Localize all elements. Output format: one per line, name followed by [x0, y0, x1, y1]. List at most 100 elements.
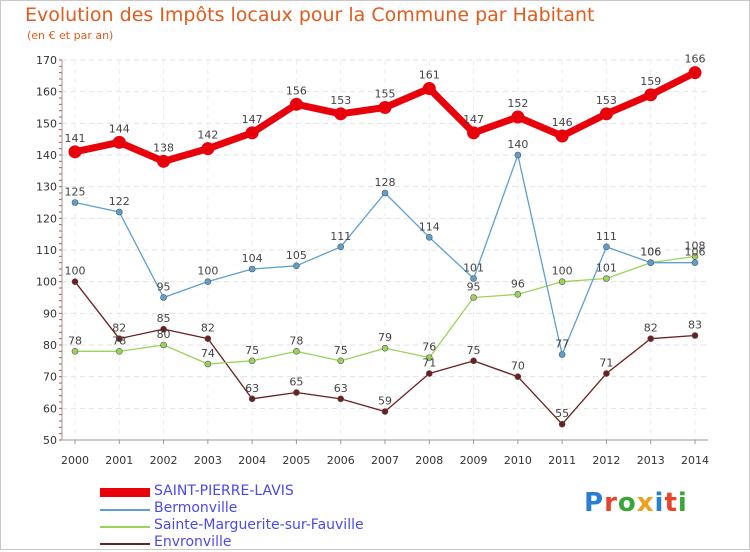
data-label: 106 — [685, 246, 706, 259]
x-tick-label: 2010 — [504, 454, 532, 467]
logo-letter: r — [604, 488, 618, 518]
data-point — [599, 107, 613, 121]
data-label: 108 — [685, 239, 706, 252]
data-label: 153 — [330, 94, 351, 107]
data-point — [68, 145, 82, 159]
y-tick-label: 70 — [43, 371, 57, 384]
data-point — [558, 420, 566, 428]
data-point — [378, 101, 392, 114]
data-point — [248, 357, 256, 365]
data-label: 101 — [596, 262, 617, 275]
x-tick-label: 2009 — [460, 454, 488, 467]
data-label: 79 — [378, 331, 392, 344]
data-point — [204, 335, 212, 342]
data-label: 100 — [197, 265, 218, 278]
data-point — [115, 208, 123, 216]
data-point — [204, 278, 212, 285]
logo-letter: x — [636, 488, 655, 518]
data-label: 100 — [65, 265, 86, 278]
data-point — [603, 370, 610, 377]
legend-label: Envronville — [154, 534, 232, 550]
data-label: 125 — [65, 186, 86, 199]
y-tick-label: 170 — [36, 54, 57, 67]
data-point — [337, 395, 345, 403]
data-point — [381, 408, 389, 415]
data-point — [647, 259, 655, 266]
legend-label: Bermonville — [154, 500, 238, 516]
data-point — [160, 294, 167, 301]
y-tick-label: 140 — [36, 149, 57, 162]
data-label: 85 — [157, 312, 171, 325]
legend-swatch — [100, 509, 150, 511]
logo-letter: P — [584, 488, 605, 518]
data-label: 78 — [289, 334, 303, 347]
data-label: 74 — [201, 347, 215, 360]
data-point — [112, 135, 126, 149]
data-label: 95 — [467, 281, 481, 294]
y-tick-label: 150 — [36, 117, 57, 130]
data-label: 144 — [109, 122, 130, 135]
data-point — [691, 253, 699, 260]
x-tick-label: 2006 — [327, 454, 355, 467]
x-tick-label: 2000 — [61, 454, 89, 467]
data-label: 147 — [463, 113, 484, 126]
data-label: 95 — [157, 281, 171, 294]
data-label: 141 — [65, 132, 86, 145]
data-label: 96 — [511, 277, 525, 290]
data-label: 55 — [555, 407, 569, 420]
data-point — [470, 275, 477, 282]
data-point — [71, 199, 79, 206]
y-tick-label: 60 — [43, 402, 57, 415]
data-point — [425, 370, 433, 377]
x-tick-label: 2008 — [415, 454, 443, 467]
data-point — [71, 348, 79, 355]
data-label: 142 — [197, 129, 218, 142]
data-point — [691, 259, 699, 266]
x-tick-label: 2004 — [238, 454, 266, 467]
data-label: 71 — [422, 357, 436, 370]
data-label: 77 — [555, 338, 569, 351]
data-point — [71, 278, 79, 285]
data-label: 65 — [289, 376, 303, 389]
data-label: 159 — [640, 75, 661, 88]
data-label: 100 — [552, 265, 573, 278]
y-tick-label: 80 — [43, 339, 57, 352]
data-label: 75 — [467, 344, 481, 357]
data-label: 114 — [419, 220, 440, 233]
data-point — [293, 348, 300, 355]
data-point — [248, 265, 256, 273]
data-label: 146 — [552, 116, 573, 129]
x-tick-label: 2013 — [637, 454, 665, 467]
data-point — [245, 126, 259, 140]
x-tick-label: 2005 — [282, 454, 310, 467]
data-label: 82 — [644, 322, 658, 335]
data-point — [558, 351, 566, 358]
x-tick-label: 2001 — [105, 454, 133, 467]
data-label: 152 — [507, 97, 528, 110]
data-label: 82 — [201, 322, 215, 335]
data-label: 70 — [511, 360, 525, 373]
data-point — [425, 234, 433, 241]
data-label: 101 — [463, 262, 484, 275]
chart-title: Evolution des Impôts locaux pour la Comm… — [25, 4, 595, 26]
data-label: 80 — [157, 328, 171, 341]
data-point — [691, 332, 699, 339]
y-tick-label: 130 — [36, 181, 57, 194]
data-label: 63 — [245, 382, 259, 395]
logo-letter: i — [654, 488, 665, 518]
data-point — [337, 243, 345, 251]
data-label: 122 — [109, 195, 130, 208]
data-point — [422, 82, 436, 95]
logo-letter: o — [617, 488, 637, 518]
y-tick-label: 90 — [43, 307, 57, 320]
data-point — [514, 151, 522, 159]
x-tick-label: 2014 — [681, 454, 709, 467]
data-label: 78 — [112, 334, 126, 347]
data-point — [644, 88, 658, 102]
data-label: 63 — [334, 382, 348, 395]
data-point — [603, 275, 610, 282]
data-label: 105 — [286, 249, 307, 262]
y-tick-label: 50 — [43, 434, 57, 447]
data-label: 147 — [242, 113, 263, 126]
data-point — [248, 395, 256, 403]
